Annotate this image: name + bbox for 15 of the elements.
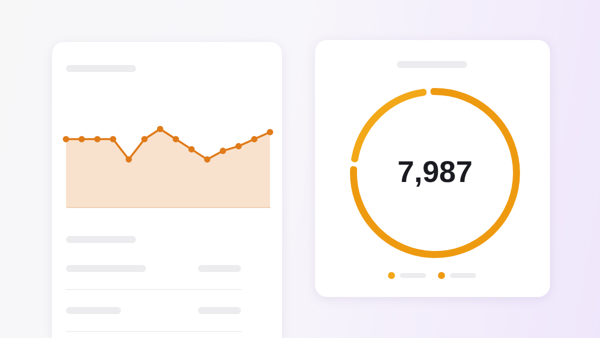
point xyxy=(235,143,242,150)
point xyxy=(266,128,274,136)
point xyxy=(141,136,148,142)
point xyxy=(251,136,258,142)
point xyxy=(204,156,210,163)
point xyxy=(156,126,164,132)
point xyxy=(126,156,132,163)
point xyxy=(220,148,226,154)
text: 7,987 xyxy=(397,156,473,189)
point xyxy=(62,136,70,142)
point xyxy=(188,146,195,152)
point xyxy=(78,136,85,142)
point xyxy=(172,136,180,142)
point xyxy=(94,136,101,142)
point xyxy=(110,136,116,142)
